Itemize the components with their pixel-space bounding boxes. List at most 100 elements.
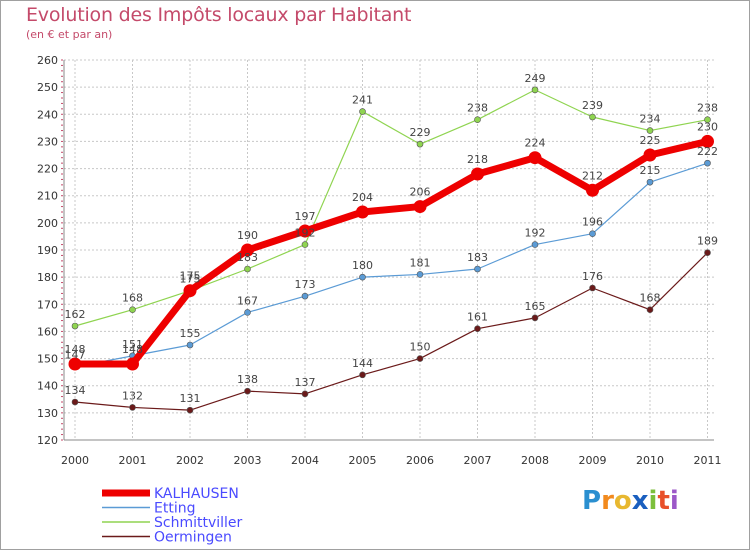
logo-letter: r (601, 486, 614, 516)
series-line-schmittviller (74, 89, 709, 327)
data-point (531, 86, 539, 94)
data-label: 181 (410, 256, 431, 269)
y-tick-label: 150 (37, 353, 58, 366)
data-point (474, 325, 481, 333)
data-label: 131 (180, 392, 201, 405)
data-point (129, 306, 136, 314)
data-point (356, 205, 369, 219)
data-label: 148 (65, 343, 86, 356)
legend-label-etting: Etting (154, 501, 195, 517)
data-point (474, 265, 481, 273)
data-point (416, 271, 424, 278)
data-point (704, 116, 711, 124)
chart-subtitle: (en € et par an) (26, 28, 113, 41)
y-tick-label: 120 (37, 434, 58, 447)
data-label: 197 (295, 210, 316, 223)
y-tick-label: 130 (37, 407, 58, 420)
data-label: 151 (122, 338, 143, 351)
data-label: 196 (582, 216, 603, 229)
data-point (589, 230, 596, 238)
logo-letter: x (631, 486, 649, 516)
legend-label-oermingen: Oermingen (154, 530, 232, 546)
data-label: 161 (467, 311, 488, 324)
legend-label-schmittviller: Schmittviller (154, 515, 243, 531)
data-label: 222 (697, 145, 718, 158)
data-label: 180 (352, 259, 373, 272)
data-point (359, 108, 366, 115)
series (68, 86, 714, 414)
data-point (301, 241, 309, 248)
data-label: 176 (582, 270, 603, 283)
data-label: 215 (640, 164, 661, 177)
data-point (413, 200, 427, 214)
data-point (186, 341, 194, 349)
data-point (416, 140, 424, 148)
chart-title: Evolution des Impôts locaux par Habitant (26, 4, 412, 26)
proxiti-logo: Proxiti (582, 486, 679, 516)
data-point (71, 398, 79, 406)
x-tick-label: 2006 (406, 454, 434, 467)
logo-letter: t (657, 486, 670, 516)
data-label: 225 (640, 134, 661, 147)
data-label: 189 (697, 235, 718, 248)
data-point (298, 224, 312, 238)
data-point (129, 404, 136, 411)
data-label: 192 (525, 227, 546, 240)
data-point (474, 116, 481, 124)
data-point (244, 265, 251, 273)
grid (64, 59, 714, 441)
x-tick-label: 2001 (119, 454, 147, 467)
data-point (531, 241, 539, 248)
series-line-etting (74, 162, 709, 368)
x-tick-label: 2007 (464, 454, 492, 467)
data-label: 173 (295, 278, 316, 291)
data-point (71, 322, 79, 330)
y-tick-label: 180 (37, 271, 58, 284)
data-label: 155 (180, 327, 201, 340)
data-label: 230 (697, 120, 718, 133)
data-label: 192 (295, 227, 316, 240)
data-point (646, 178, 654, 186)
y-tick-label: 250 (37, 81, 58, 94)
data-point (646, 306, 654, 314)
data-point (68, 357, 82, 371)
data-label: 238 (697, 102, 718, 115)
y-tick-label: 200 (37, 217, 58, 230)
data-point (704, 159, 711, 167)
y-tick-label: 210 (37, 190, 58, 203)
y-tick-label: 140 (37, 380, 58, 393)
data-label: 212 (582, 169, 603, 182)
data-point (643, 148, 657, 162)
y-tick-label: 240 (37, 108, 58, 121)
data-point (701, 134, 714, 148)
data-point (646, 127, 654, 134)
data-label: 167 (237, 294, 258, 307)
data-point (183, 284, 197, 298)
data-label: 162 (65, 308, 86, 321)
data-label: 175 (180, 270, 201, 283)
data-point (126, 357, 139, 371)
data-point (416, 355, 424, 362)
series-line-kalhausen (71, 137, 711, 368)
data-point (241, 243, 254, 257)
logo-letter: i (669, 486, 679, 516)
data-point (704, 249, 711, 257)
data-point (589, 284, 596, 292)
data-label: 234 (640, 113, 661, 126)
data-label: 239 (582, 99, 603, 112)
axes: 120 130 140 150 160 170 180 190 200 210 220 230 240 2… (37, 54, 722, 467)
x-tick-label: 2000 (61, 454, 89, 467)
y-tick-label: 160 (37, 325, 58, 338)
data-label: 144 (352, 357, 373, 370)
series-line-oermingen (74, 252, 709, 411)
data-label: 183 (467, 251, 488, 264)
y-tick-label: 170 (37, 298, 58, 311)
data-label: 168 (640, 292, 661, 305)
y-tick-label: 230 (37, 135, 58, 148)
data-point (244, 387, 251, 395)
data-label: 241 (352, 94, 373, 107)
data-label: 204 (352, 191, 373, 204)
data-point (586, 183, 599, 197)
data-point (186, 406, 194, 414)
